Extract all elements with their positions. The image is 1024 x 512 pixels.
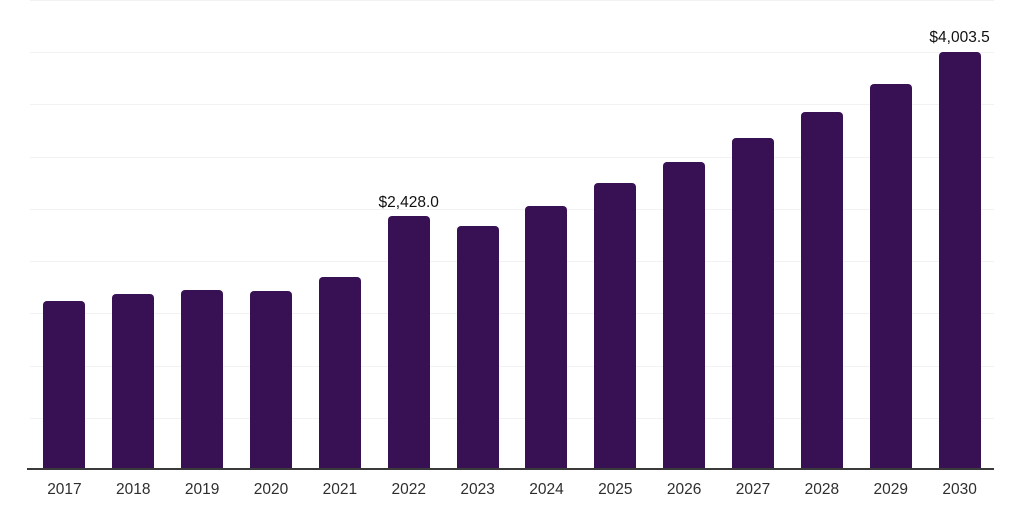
data-label-2030: $4,003.5 [929, 29, 990, 47]
x-tick-2024: 2024 [529, 481, 564, 498]
x-tick-2022: 2022 [391, 481, 426, 498]
gridline-2500 [30, 208, 994, 210]
bar-2018 [112, 293, 155, 470]
x-tick-2029: 2029 [873, 481, 908, 498]
gridline-1000 [30, 365, 994, 367]
x-tick-2023: 2023 [460, 481, 495, 498]
bar-slot-2023 [443, 0, 512, 470]
x-tick-2028: 2028 [804, 481, 840, 498]
bar-slot-2024 [512, 0, 581, 470]
bar-2030 [938, 51, 981, 470]
bar-2022 [387, 216, 430, 470]
bar-2028 [800, 112, 843, 470]
bar-slot-2017 [30, 0, 99, 470]
bar-slot-2018 [99, 0, 168, 470]
bar-slot-2026 [650, 0, 719, 470]
bar-2023 [456, 225, 499, 470]
gridline-2000 [30, 261, 994, 263]
data-label-2022: $2,428.0 [378, 193, 439, 211]
bars-group: $2,428.0 $4,003.5 [30, 0, 994, 470]
bar-slot-2029 [856, 0, 925, 470]
gridline-4000 [30, 52, 994, 54]
bar-2027 [732, 138, 775, 470]
plot-area: $2,428.0 $4,003.5 [27, 0, 994, 470]
bar-2021 [318, 276, 361, 470]
x-tick-2021: 2021 [322, 481, 358, 498]
x-tick-2018: 2018 [116, 481, 151, 498]
gridline-4500 [30, 0, 994, 1]
bar-2024 [525, 206, 568, 470]
x-tick-2026: 2026 [666, 481, 702, 498]
bar-slot-2021 [305, 0, 374, 470]
bar-slot-2030: $4,003.5 [925, 0, 994, 470]
gridline-3000 [30, 156, 994, 158]
x-tick-2027: 2027 [735, 481, 771, 498]
bar-slot-2025 [581, 0, 650, 470]
x-axis-tick-labels: 2017 2018 2019 2020 2021 2022 2023 2024 2025 2026… [30, 481, 994, 500]
gridline-3500 [30, 104, 994, 106]
x-tick-2017: 2017 [47, 481, 82, 498]
bar-2029 [869, 83, 912, 470]
x-tick-2020: 2020 [253, 481, 289, 498]
bar-2020 [250, 290, 292, 470]
bar-slot-2020 [237, 0, 306, 470]
bar-slot-2027 [719, 0, 788, 470]
bar-2019 [181, 289, 224, 470]
x-axis-line [27, 468, 994, 470]
x-tick-2019: 2019 [184, 481, 220, 498]
bar-slot-2019 [168, 0, 237, 470]
x-tick-2025: 2025 [598, 481, 633, 498]
x-tick-2030: 2030 [942, 481, 977, 498]
gridline-1500 [30, 313, 994, 315]
bar-slot-2022: $2,428.0 [374, 0, 443, 470]
gridline-500 [30, 417, 994, 419]
bar-slot-2028 [787, 0, 856, 470]
bar-2026 [663, 162, 706, 470]
bar-2017 [43, 300, 86, 470]
bar-2025 [594, 183, 637, 470]
